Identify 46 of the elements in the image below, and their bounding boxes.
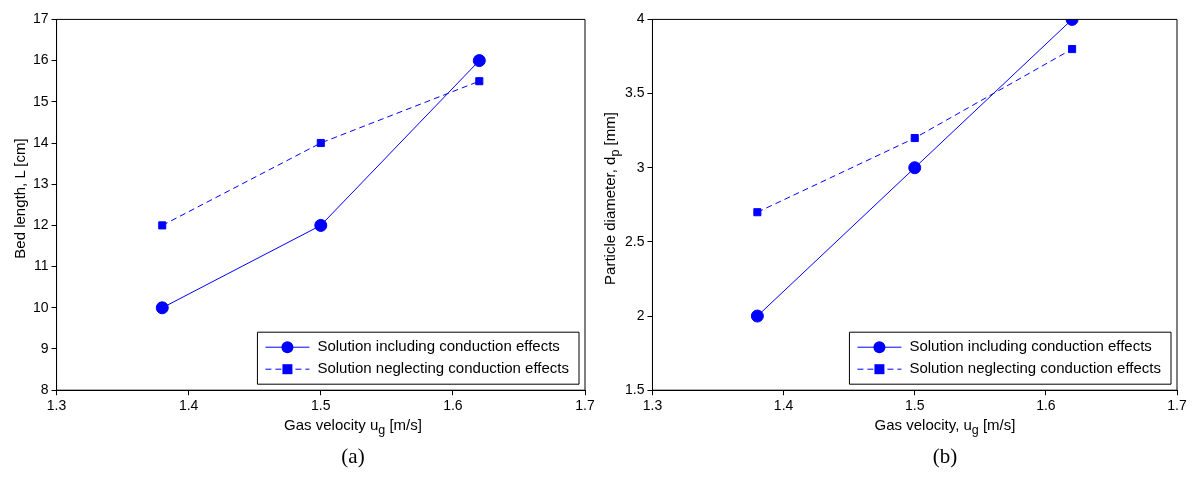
x-axis-title: Gas velocity u$_{g}$ [m/s] bbox=[283, 416, 423, 437]
y-tick-label: 4 bbox=[636, 10, 645, 27]
legend-label: Solution including conduction effects bbox=[909, 337, 1152, 355]
x-tick-label: 1.7 bbox=[575, 397, 595, 414]
y-tick-label: 12 bbox=[32, 216, 49, 233]
y-tick-label: 15 bbox=[32, 92, 49, 109]
x-tick-label: 1.4 bbox=[773, 397, 794, 414]
y-tick-label: 2.5 bbox=[624, 232, 645, 249]
text: (b) bbox=[931, 444, 959, 469]
point bbox=[475, 77, 484, 86]
x-tick-label: 1.6 bbox=[443, 397, 463, 414]
point bbox=[314, 218, 328, 232]
y-tick-label: 13 bbox=[32, 175, 49, 192]
x-tick-label: 1.5 bbox=[905, 397, 925, 414]
point bbox=[155, 301, 169, 315]
point bbox=[910, 134, 919, 143]
legend-label: Solution neglecting conduction effects bbox=[909, 359, 1162, 377]
y-tick-label: 11 bbox=[34, 257, 49, 274]
y-axis-title: Bed length, L [cm] bbox=[10, 137, 28, 259]
legend-label: Solution including conduction effects bbox=[317, 337, 560, 355]
legend-label: Solution neglecting conduction effects bbox=[317, 359, 570, 377]
y-tick-label: 3.5 bbox=[624, 84, 645, 101]
point bbox=[1068, 45, 1077, 54]
y-tick-label: 1.5 bbox=[624, 381, 645, 398]
y-tick-label: 9 bbox=[40, 339, 49, 356]
x-tick-label: 1.5 bbox=[311, 397, 331, 414]
point bbox=[908, 161, 922, 175]
point bbox=[750, 309, 764, 323]
y-tick-label: 17 bbox=[32, 10, 49, 27]
y-tick-label: 14 bbox=[32, 133, 49, 150]
x-tick-label: 1.7 bbox=[1167, 397, 1187, 414]
x-tick-label: 1.3 bbox=[642, 397, 663, 414]
x-tick-label: 1.4 bbox=[178, 397, 199, 414]
x-axis-title: Gas velocity, u$_{g}$ [m/s] bbox=[873, 416, 1017, 437]
y-tick-label: 8 bbox=[40, 381, 49, 398]
point bbox=[472, 54, 486, 68]
text: (a) bbox=[340, 444, 366, 469]
x-tick-label: 1.6 bbox=[1036, 397, 1056, 414]
point bbox=[158, 221, 167, 230]
y-tick-label: 2 bbox=[636, 306, 645, 323]
x-tick-label: 1.3 bbox=[46, 397, 67, 414]
point bbox=[316, 138, 325, 148]
y-tick-label: 10 bbox=[32, 298, 49, 315]
y-tick-label: 16 bbox=[32, 51, 49, 68]
point bbox=[753, 208, 762, 217]
y-tick-label: 3 bbox=[636, 158, 645, 175]
